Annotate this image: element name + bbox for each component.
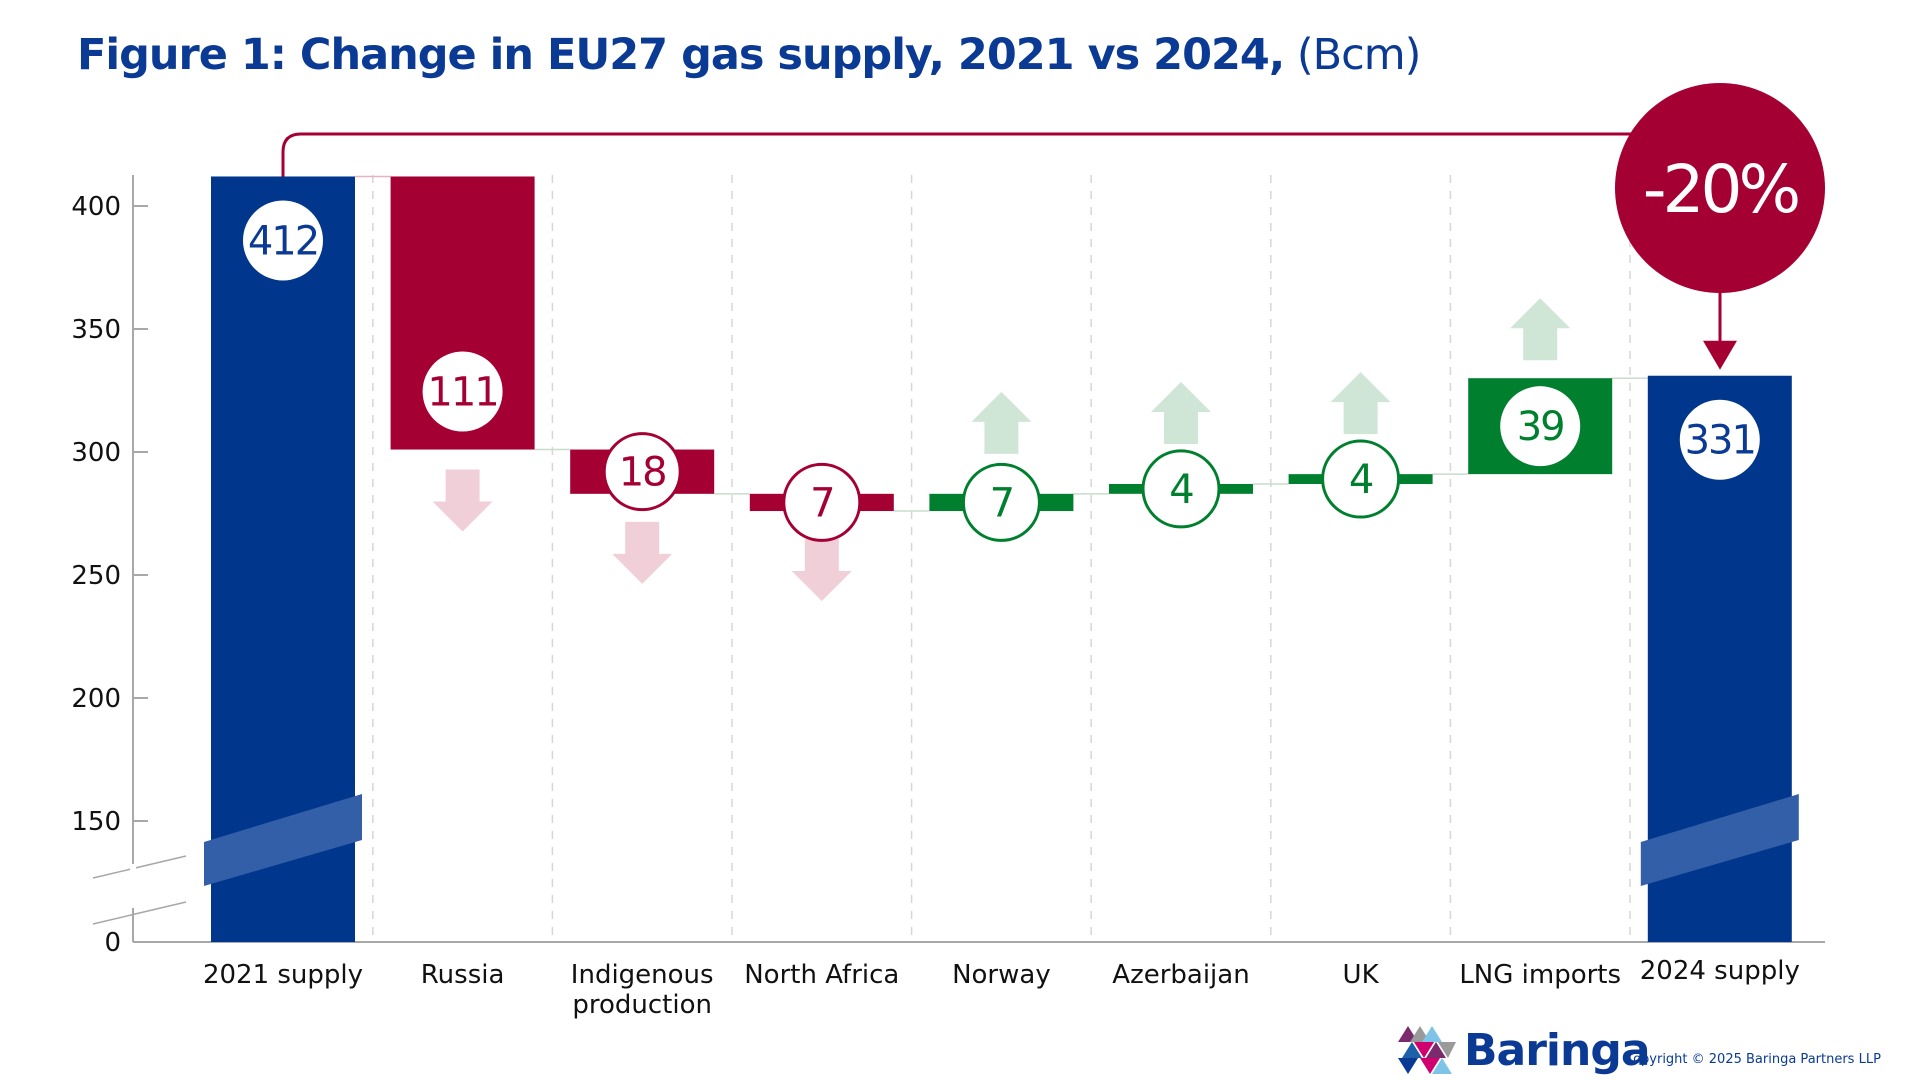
value-label: 4	[1169, 467, 1193, 513]
axis-break-band	[204, 794, 362, 886]
value-label: 331	[1685, 418, 1755, 464]
title-unit: (Bcm)	[1296, 30, 1422, 80]
value-label: 18	[619, 450, 666, 496]
value-label: 4	[1349, 457, 1373, 503]
baringa-logo: Baringa	[1398, 1024, 1651, 1076]
y-tick-label: 250	[71, 561, 121, 591]
value-label-circle	[602, 432, 682, 512]
value-label-circle	[961, 462, 1041, 542]
axis-break-slash	[92, 901, 187, 925]
value-label-circle	[1500, 386, 1581, 467]
x-category-label: production	[572, 990, 712, 1020]
x-category-label: LNG imports	[1459, 960, 1621, 990]
value-label-circle	[1141, 449, 1221, 529]
logo-triangles-icon	[1398, 1026, 1456, 1074]
y-tick-label: 400	[71, 192, 121, 222]
value-label: 7	[810, 480, 833, 526]
value-label-circle	[243, 200, 323, 281]
y-tick-label: 350	[71, 315, 121, 345]
value-label-circle	[782, 462, 862, 542]
x-category-label: Russia	[421, 960, 505, 990]
y-tick-label: 300	[71, 438, 121, 468]
y-tick-label: 200	[71, 684, 121, 714]
title-main: Figure 1: Change in EU27 gas supply, 202…	[77, 30, 1285, 80]
up-arrow-icon	[1510, 298, 1571, 361]
value-label-circle	[422, 351, 503, 432]
value-label-circle	[1679, 399, 1760, 480]
annotation-arrow-head-icon	[1703, 340, 1737, 370]
x-category-label: 2021 supply	[203, 960, 363, 990]
value-label-circle	[1321, 439, 1401, 519]
x-category-label: North Africa	[744, 960, 899, 990]
chart-title: Figure 1: Change in EU27 gas supply, 202…	[77, 30, 1422, 80]
bracket-line	[281, 132, 1720, 177]
axis-break-slash	[92, 855, 187, 879]
y-tick-label: 0	[104, 928, 121, 958]
copyright-text: Copyright © 2025 Baringa Partners LLP	[1624, 1052, 1881, 1067]
value-label: 39	[1517, 404, 1564, 450]
x-category-label: Azerbaijan	[1112, 960, 1249, 990]
x-category-label: 2024 supply	[1640, 956, 1800, 986]
value-label: 111	[427, 370, 497, 416]
down-arrow-icon	[612, 521, 673, 584]
logo-text: Baringa	[1464, 1024, 1651, 1076]
value-label: 412	[248, 218, 318, 264]
up-arrow-icon	[1151, 381, 1211, 444]
down-arrow-icon	[791, 539, 852, 602]
x-category-label: Norway	[952, 960, 1051, 990]
up-arrow-icon	[971, 391, 1032, 454]
axis-break-band	[1640, 794, 1799, 886]
value-label: 7	[990, 480, 1013, 526]
axis-break-gap	[130, 864, 136, 908]
down-arrow-icon	[432, 469, 493, 532]
x-category-label: Indigenous	[571, 960, 714, 990]
up-arrow-icon	[1330, 372, 1391, 435]
x-category-label: UK	[1343, 960, 1380, 990]
y-tick-label: 150	[71, 807, 121, 837]
annotation-circle	[1615, 83, 1825, 293]
annotation-percent: -20%	[1643, 151, 1799, 228]
